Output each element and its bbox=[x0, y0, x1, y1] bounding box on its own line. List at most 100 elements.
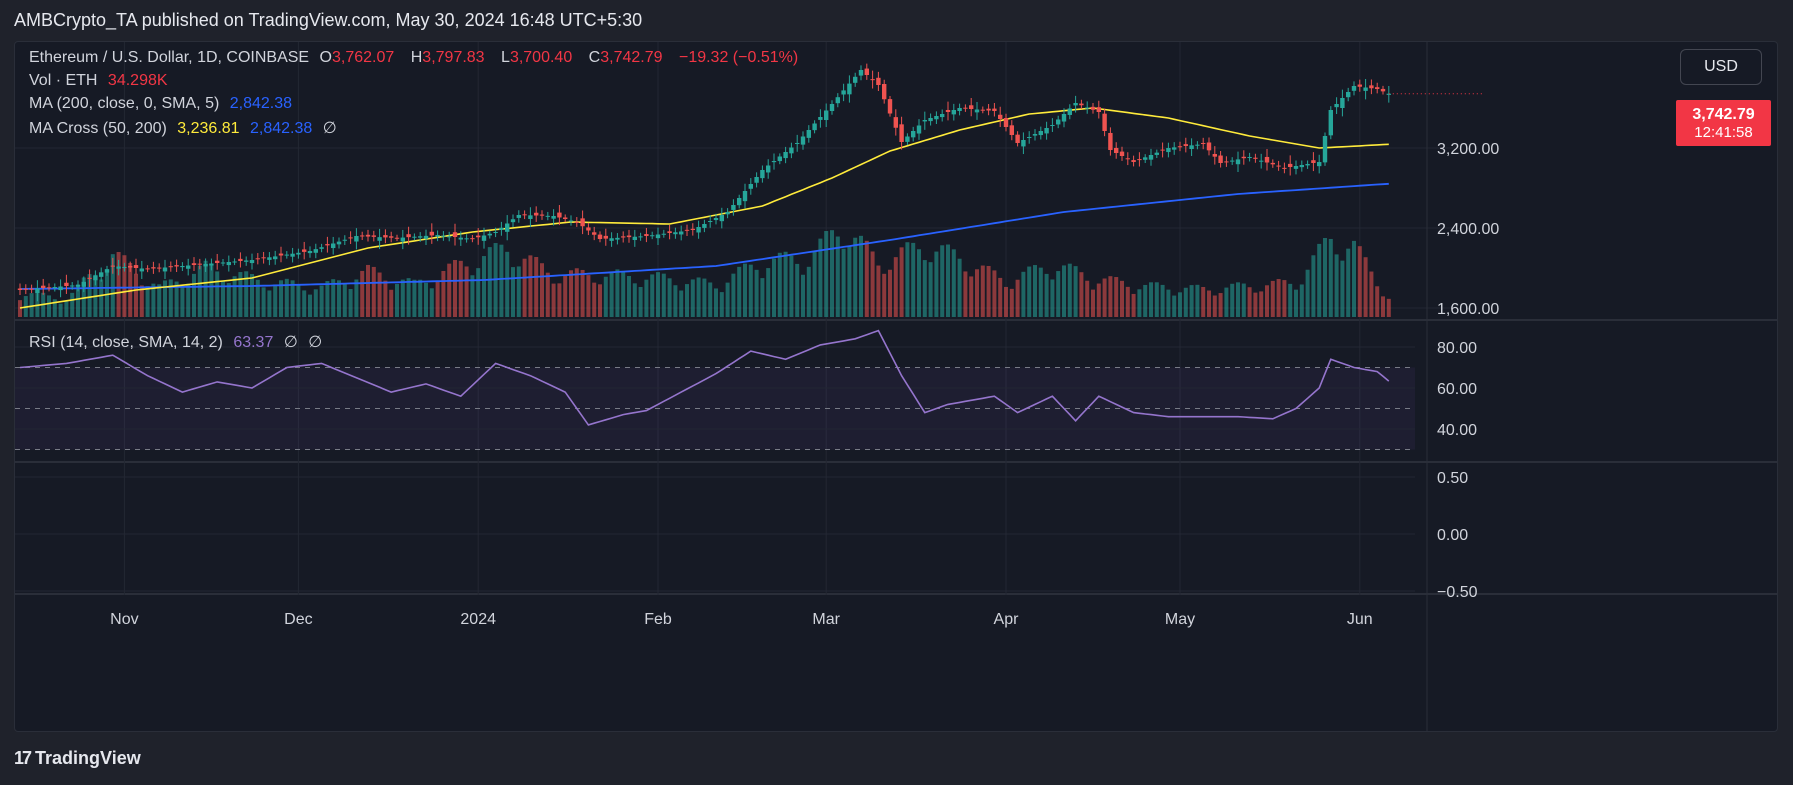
candle-body[interactable] bbox=[423, 235, 429, 239]
candle-body[interactable] bbox=[203, 264, 208, 267]
candle-body[interactable] bbox=[534, 212, 539, 216]
candle-body[interactable] bbox=[145, 268, 150, 270]
candle-body[interactable] bbox=[493, 232, 498, 233]
candle-body[interactable] bbox=[499, 227, 504, 230]
candle-body[interactable] bbox=[238, 258, 243, 261]
candle-body[interactable] bbox=[673, 232, 678, 235]
candle-body[interactable] bbox=[1015, 134, 1020, 143]
candle-body[interactable] bbox=[800, 136, 806, 145]
candle-body[interactable] bbox=[394, 237, 400, 239]
ma-label[interactable]: MA (200, close, 0, SMA, 5) bbox=[29, 95, 220, 112]
candle-body[interactable] bbox=[812, 123, 817, 131]
candle-body[interactable] bbox=[1137, 159, 1142, 161]
candle-body[interactable] bbox=[1276, 165, 1281, 167]
candle-body[interactable] bbox=[1108, 132, 1113, 150]
candle-body[interactable] bbox=[974, 109, 980, 113]
candle-body[interactable] bbox=[934, 116, 939, 120]
candle-body[interactable] bbox=[215, 260, 220, 263]
candle-body[interactable] bbox=[116, 266, 121, 269]
candle-body[interactable] bbox=[609, 238, 614, 241]
candle-body[interactable] bbox=[1363, 87, 1368, 91]
candle-body[interactable] bbox=[1160, 149, 1165, 151]
candle-body[interactable] bbox=[35, 288, 40, 293]
candle-body[interactable] bbox=[957, 108, 962, 112]
candle-body[interactable] bbox=[829, 104, 835, 112]
candle-body[interactable] bbox=[580, 218, 585, 227]
candle-body[interactable] bbox=[998, 114, 1003, 119]
candle-body[interactable] bbox=[365, 234, 371, 237]
candle-body[interactable] bbox=[563, 217, 568, 219]
candle-body[interactable] bbox=[568, 220, 574, 222]
candle-body[interactable] bbox=[1073, 103, 1078, 106]
chart-frame[interactable]: 1,600.00 2,400.00 3,200.00 40.00 60.00 80.00 0… bbox=[14, 41, 1778, 732]
candle-body[interactable] bbox=[104, 269, 110, 273]
candle-body[interactable] bbox=[760, 170, 765, 179]
candle-body[interactable] bbox=[621, 236, 626, 238]
candle-body[interactable] bbox=[969, 105, 974, 109]
currency-button[interactable]: USD bbox=[1680, 49, 1762, 85]
candle-body[interactable] bbox=[1050, 125, 1055, 126]
candle-body[interactable] bbox=[1096, 107, 1101, 112]
candle-body[interactable] bbox=[1322, 136, 1328, 163]
candle-body[interactable] bbox=[371, 235, 376, 237]
candle-body[interactable] bbox=[679, 231, 684, 235]
candle-body[interactable] bbox=[539, 214, 545, 216]
candle-body[interactable] bbox=[464, 238, 469, 240]
candle-body[interactable] bbox=[87, 277, 92, 279]
candle-body[interactable] bbox=[1293, 166, 1299, 169]
candle-body[interactable] bbox=[1259, 160, 1264, 162]
candle-body[interactable] bbox=[400, 237, 405, 242]
candle-body[interactable] bbox=[336, 241, 342, 245]
candle-body[interactable] bbox=[1235, 159, 1241, 165]
candle-body[interactable] bbox=[945, 109, 951, 112]
candle-body[interactable] bbox=[470, 238, 475, 240]
candle-body[interactable] bbox=[180, 266, 185, 268]
candle-body[interactable] bbox=[435, 235, 440, 237]
candle-body[interactable] bbox=[249, 260, 255, 264]
candle-body[interactable] bbox=[731, 205, 736, 210]
candle-body[interactable] bbox=[632, 236, 637, 241]
candle-body[interactable] bbox=[296, 252, 301, 255]
candle-body[interactable] bbox=[510, 219, 516, 223]
candle-body[interactable] bbox=[487, 233, 492, 236]
candle-body[interactable] bbox=[209, 263, 214, 266]
candle-body[interactable] bbox=[771, 161, 777, 163]
candle-body[interactable] bbox=[557, 212, 562, 218]
candle-body[interactable] bbox=[197, 263, 202, 265]
candle-body[interactable] bbox=[139, 268, 144, 272]
candle-body[interactable] bbox=[1264, 156, 1270, 163]
candle-body[interactable] bbox=[1224, 161, 1229, 163]
candle-body[interactable] bbox=[1357, 84, 1362, 87]
candle-body[interactable] bbox=[1305, 164, 1310, 166]
candle-body[interactable] bbox=[1061, 114, 1067, 122]
candle-body[interactable] bbox=[522, 214, 527, 216]
candle-body[interactable] bbox=[1311, 160, 1316, 163]
candle-body[interactable] bbox=[516, 215, 521, 218]
candle-body[interactable] bbox=[174, 265, 179, 267]
candle-body[interactable] bbox=[1102, 113, 1107, 131]
candle-body[interactable] bbox=[1003, 118, 1009, 127]
macross-label[interactable]: MA Cross (50, 200) bbox=[29, 120, 167, 137]
candle-body[interactable] bbox=[29, 288, 34, 290]
candle-body[interactable] bbox=[725, 212, 730, 215]
candle-body[interactable] bbox=[64, 282, 69, 286]
candle-body[interactable] bbox=[1195, 144, 1200, 146]
candle-body[interactable] bbox=[1067, 108, 1072, 115]
candle-body[interactable] bbox=[360, 235, 365, 237]
candle-body[interactable] bbox=[255, 258, 260, 260]
candle-body[interactable] bbox=[1346, 92, 1351, 98]
candle-body[interactable] bbox=[1241, 156, 1246, 159]
candle-body[interactable] bbox=[748, 184, 753, 189]
candle-body[interactable] bbox=[1351, 86, 1357, 91]
candle-body[interactable] bbox=[1177, 146, 1183, 148]
candle-body[interactable] bbox=[905, 136, 910, 142]
candle-body[interactable] bbox=[52, 287, 57, 288]
candle-body[interactable] bbox=[626, 235, 632, 238]
candle-body[interactable] bbox=[1056, 119, 1061, 125]
candle-body[interactable] bbox=[284, 254, 289, 256]
candle-body[interactable] bbox=[992, 108, 997, 111]
candle-body[interactable] bbox=[110, 265, 115, 267]
candle-body[interactable] bbox=[644, 234, 649, 236]
candle-body[interactable] bbox=[1085, 107, 1090, 109]
candle-body[interactable] bbox=[1090, 106, 1096, 110]
